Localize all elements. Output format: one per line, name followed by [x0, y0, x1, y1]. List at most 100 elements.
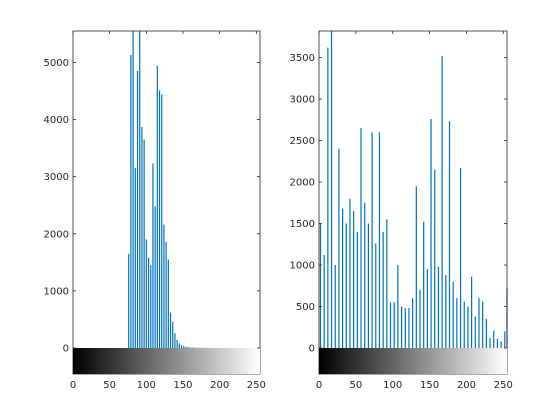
histogram-bar — [172, 321, 174, 348]
histogram-bar — [163, 224, 165, 348]
x-tick-label: 150 — [173, 380, 192, 391]
x-tick-label: 150 — [420, 380, 439, 391]
histogram-bar — [156, 65, 158, 348]
histogram-bar — [496, 338, 499, 348]
histogram-bar — [183, 346, 185, 348]
histogram-bar — [185, 346, 187, 348]
histogram-bar — [150, 265, 152, 348]
histogram-bar — [441, 55, 443, 349]
histogram-bar — [448, 121, 451, 348]
histogram-bar — [330, 31, 333, 348]
y-tick-label: 3000 — [290, 95, 315, 106]
histogram-bar — [161, 94, 163, 349]
left-histogram-panel: 0 1000 2000 3000 4000 5000 0 50 100 150 200 250 — [44, 30, 266, 391]
histogram-bar — [412, 298, 414, 348]
histogram-bar — [504, 331, 506, 348]
histogram-bar — [434, 169, 436, 348]
histogram-bar — [430, 118, 432, 349]
histogram-bar — [187, 347, 189, 348]
histogram-bar — [419, 289, 421, 348]
y-tick-label: 3500 — [290, 53, 315, 64]
right-histogram-panel: 0 500 1000 1500 2000 2500 3000 3500 0 50 100 150 200… — [290, 30, 513, 391]
histogram-bar — [130, 54, 132, 349]
histogram-bars — [128, 31, 211, 349]
grayscale-colorbar — [319, 348, 507, 374]
histogram-bar — [141, 126, 143, 349]
histogram-bar — [178, 343, 180, 348]
histogram-bar — [452, 281, 454, 348]
histogram-bar — [189, 347, 191, 348]
histogram-bar — [456, 298, 458, 348]
histogram-bar — [404, 308, 406, 348]
y-tick-label: 3000 — [44, 172, 69, 183]
histogram-bar — [356, 231, 358, 348]
histogram-bar — [323, 255, 325, 348]
histogram-bar — [136, 70, 139, 348]
histogram-bar — [319, 223, 322, 348]
x-tick-label: 250 — [494, 380, 513, 391]
histogram-bar — [474, 316, 476, 348]
histogram-bar — [467, 306, 469, 348]
histogram-bar — [397, 265, 399, 348]
histogram-bar — [128, 253, 130, 348]
histogram-bar — [145, 239, 147, 348]
histogram-bar — [341, 208, 344, 348]
histogram-bar — [360, 128, 362, 348]
histogram-bar — [176, 340, 178, 348]
histogram-bar — [169, 312, 172, 348]
histogram-bar — [386, 219, 388, 348]
histogram-bar — [338, 148, 340, 348]
y-tick-label: 5000 — [44, 58, 69, 69]
histogram-bar — [445, 274, 447, 348]
histogram-bar — [165, 241, 167, 348]
histogram-bar — [389, 302, 392, 348]
x-tick-label: 50 — [349, 380, 362, 391]
histogram-bar — [426, 269, 428, 348]
histogram-bar — [482, 301, 484, 348]
y-tick-label: 1000 — [44, 286, 69, 297]
histogram-bar — [471, 276, 473, 348]
x-tick-label: 200 — [457, 380, 476, 391]
histogram-bar — [408, 308, 410, 348]
y-tick-label: 2000 — [290, 178, 315, 189]
histogram-bar — [500, 341, 502, 348]
histogram-bar — [367, 223, 369, 348]
histogram-bar — [154, 206, 156, 348]
histogram-bar — [478, 298, 480, 348]
histogram-bar — [375, 243, 377, 348]
histogram-bar — [143, 139, 145, 348]
x-tick-label: 200 — [210, 380, 229, 391]
histogram-bar — [174, 333, 176, 348]
y-tick-label: 1500 — [290, 219, 315, 230]
histogram-bar — [345, 223, 347, 348]
histogram-bar — [327, 47, 329, 348]
histogram-bar — [371, 132, 373, 348]
histogram-bar — [139, 31, 141, 348]
histogram-bar — [353, 211, 355, 348]
histogram-bar — [459, 167, 462, 348]
x-tick-label: 0 — [316, 380, 322, 391]
x-tick-label: 250 — [247, 380, 266, 391]
histogram-bar — [415, 186, 417, 348]
y-tick-label: 2000 — [44, 229, 69, 240]
histogram-bar — [489, 338, 491, 348]
histogram-bar — [437, 266, 440, 348]
x-tick-label: 50 — [103, 380, 116, 391]
y-tick-label: 0 — [63, 344, 69, 355]
y-tick-label: 1000 — [290, 261, 315, 272]
histogram-bar — [400, 306, 403, 348]
y-tick-label: 4000 — [44, 115, 69, 126]
y-tick-label: 0 — [309, 344, 315, 355]
histogram-bar — [393, 302, 395, 348]
y-tick-label: 500 — [296, 302, 315, 313]
histogram-bar — [378, 132, 381, 348]
histogram-bar — [334, 265, 336, 348]
x-tick-label: 100 — [383, 380, 402, 391]
histogram-bar — [134, 168, 136, 348]
histogram-bar — [485, 318, 487, 348]
histogram-bar — [180, 345, 183, 348]
histogram-bar — [493, 330, 495, 348]
histogram-bar — [349, 198, 351, 348]
histogram-bar — [364, 202, 366, 348]
